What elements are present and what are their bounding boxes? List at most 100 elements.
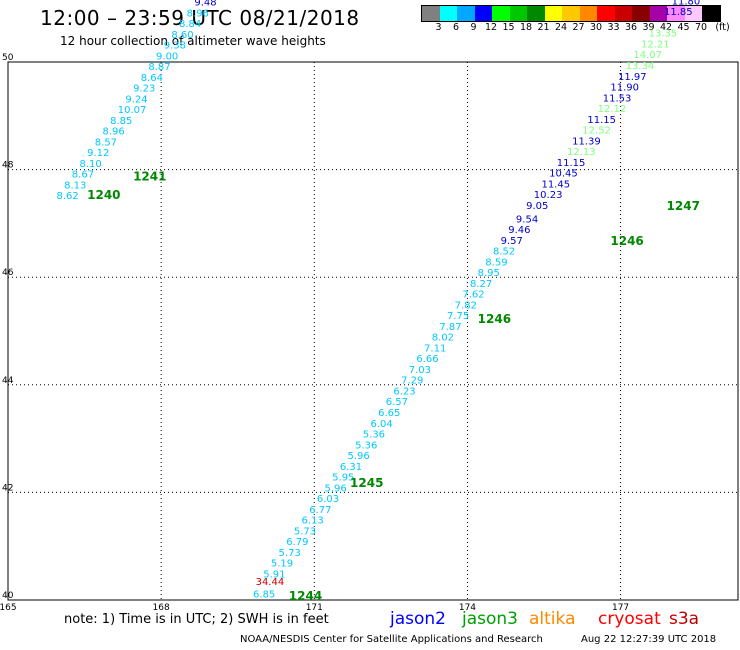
pass-number: 1241 bbox=[133, 169, 166, 183]
wave-height-value: 10.07 bbox=[118, 105, 147, 116]
wave-height-value: 7.03 bbox=[409, 365, 431, 376]
wave-height-value: 12.12 bbox=[598, 104, 627, 115]
wave-height-value: 9.00 bbox=[156, 51, 178, 62]
wave-height-value: 6.77 bbox=[309, 505, 331, 516]
wave-height-value: 6.57 bbox=[386, 397, 408, 408]
wave-height-value: 5.36 bbox=[355, 440, 377, 451]
wave-height-value: 9.23 bbox=[133, 84, 155, 95]
longitude-label: 177 bbox=[612, 603, 629, 613]
wave-height-value: 7.29 bbox=[401, 376, 423, 387]
wave-height-value: 8.67 bbox=[72, 170, 94, 181]
wave-height-value: 8.10 bbox=[79, 159, 101, 170]
wave-height-value: 11.85 bbox=[664, 7, 693, 18]
map-title: 12:00 – 23:59 UTC 08/21/2018 bbox=[40, 6, 360, 30]
legend-label: 36 bbox=[624, 22, 638, 33]
wave-height-value: 11.15 bbox=[587, 115, 616, 126]
pass-number: 1244 bbox=[289, 589, 322, 603]
wave-height-value: 6.65 bbox=[378, 408, 400, 419]
legend-label: 12 bbox=[484, 22, 498, 33]
wave-height-value: 8.96 bbox=[187, 8, 209, 19]
pass-number: 1247 bbox=[667, 199, 700, 213]
legend-swatch bbox=[492, 6, 510, 21]
legend-swatch bbox=[544, 6, 562, 21]
wave-height-value: 8.02 bbox=[432, 333, 454, 344]
wave-height-value: 6.23 bbox=[393, 386, 415, 397]
legend-label: (ft) bbox=[715, 22, 730, 33]
wave-height-value: 6.03 bbox=[317, 494, 339, 505]
wave-height-value: 7.11 bbox=[424, 343, 446, 354]
wave-height-value: 11.15 bbox=[557, 158, 586, 169]
credit-line: NOAA/NESDIS Center for Satellite Applica… bbox=[240, 634, 543, 645]
latitude-label: 42 bbox=[2, 483, 13, 493]
wave-height-value: 12.52 bbox=[582, 126, 611, 137]
wave-height-value: 8.13 bbox=[64, 180, 86, 191]
wave-height-value: 9.46 bbox=[508, 225, 530, 236]
wave-height-value: 6.79 bbox=[286, 537, 308, 548]
wave-height-value: 5.73 bbox=[294, 526, 316, 537]
wave-height-value: 8.57 bbox=[95, 137, 117, 148]
legend-swatch bbox=[509, 6, 527, 21]
color-scale-legend bbox=[421, 5, 721, 22]
wave-height-value: 11.80 bbox=[672, 0, 701, 7]
wave-height-value: 8.52 bbox=[493, 247, 515, 258]
wave-height-value: 12.21 bbox=[641, 39, 670, 50]
wave-height-value: 7.75 bbox=[447, 311, 469, 322]
legend-swatch bbox=[422, 6, 440, 21]
legend-label: 9 bbox=[470, 22, 477, 33]
wave-height-value: 8.87 bbox=[148, 62, 170, 73]
wave-height-value: 8.60 bbox=[171, 30, 193, 41]
wave-height-value: 9.48 bbox=[194, 0, 216, 9]
legend-label: 45 bbox=[677, 22, 690, 33]
wave-height-value: 14.07 bbox=[633, 50, 662, 61]
wave-height-value: 5.96 bbox=[325, 483, 347, 494]
wave-height-value: 9.38 bbox=[164, 41, 186, 52]
wave-height-value: 11.45 bbox=[541, 179, 570, 190]
wave-height-value: 5.95 bbox=[332, 473, 354, 484]
wave-height-value: 8.84 bbox=[179, 19, 201, 30]
legend-swatch bbox=[579, 6, 597, 21]
latitude-label: 46 bbox=[2, 268, 14, 278]
satellite-name-jason2: jason2 bbox=[390, 609, 446, 629]
wave-height-value: 8.64 bbox=[141, 73, 163, 84]
wave-height-value: 9.57 bbox=[501, 236, 523, 247]
longitude-label: 165 bbox=[0, 603, 17, 613]
legend-swatch bbox=[527, 6, 545, 21]
legend-swatch bbox=[597, 6, 615, 21]
wave-height-value: 9.05 bbox=[526, 201, 548, 212]
wave-height-value: 5.19 bbox=[271, 559, 293, 570]
wave-height-value: 5.36 bbox=[363, 430, 385, 441]
satellite-name-jason3: jason3 bbox=[462, 609, 518, 629]
legend-label: 39 bbox=[642, 22, 655, 33]
legend-swatch bbox=[439, 6, 457, 21]
legend-swatch bbox=[457, 6, 475, 21]
wave-height-value: 10.23 bbox=[534, 190, 563, 201]
wave-height-value: 8.59 bbox=[485, 257, 507, 268]
satellite-name-altika: altika bbox=[529, 609, 576, 629]
longitude-label: 168 bbox=[153, 603, 170, 613]
satellite-name-cryosat: cryosat bbox=[598, 609, 661, 629]
longitude-label: 174 bbox=[459, 603, 476, 613]
legend-swatch bbox=[667, 6, 685, 21]
pass-number: 1246 bbox=[610, 234, 643, 248]
wave-height-value: 7.87 bbox=[439, 322, 461, 333]
legend-label: 24 bbox=[554, 22, 568, 33]
wave-height-value: 6.04 bbox=[370, 419, 392, 430]
wave-height-value: 9.12 bbox=[87, 148, 109, 159]
wave-height-value: 7.82 bbox=[455, 300, 477, 311]
wave-height-value: 34.44 bbox=[256, 577, 285, 588]
legend-swatch bbox=[649, 6, 667, 21]
generated-timestamp: Aug 22 12:27:39 UTC 2018 bbox=[581, 634, 717, 645]
wave-height-value: 9.24 bbox=[125, 94, 147, 105]
wave-height-value: 11.39 bbox=[572, 136, 601, 147]
wave-height-value: 6.13 bbox=[302, 516, 324, 527]
latitude-label: 44 bbox=[2, 376, 14, 386]
wave-height-value: 8.27 bbox=[470, 279, 492, 290]
legend-swatch bbox=[702, 6, 720, 21]
legend-swatch bbox=[614, 6, 632, 21]
wave-height-value: 11.53 bbox=[603, 93, 632, 104]
wave-height-value: 11.97 bbox=[618, 72, 647, 83]
wave-height-value: 8.95 bbox=[478, 268, 500, 279]
legend-label: 42 bbox=[659, 22, 673, 33]
latitude-label: 50 bbox=[2, 53, 14, 63]
